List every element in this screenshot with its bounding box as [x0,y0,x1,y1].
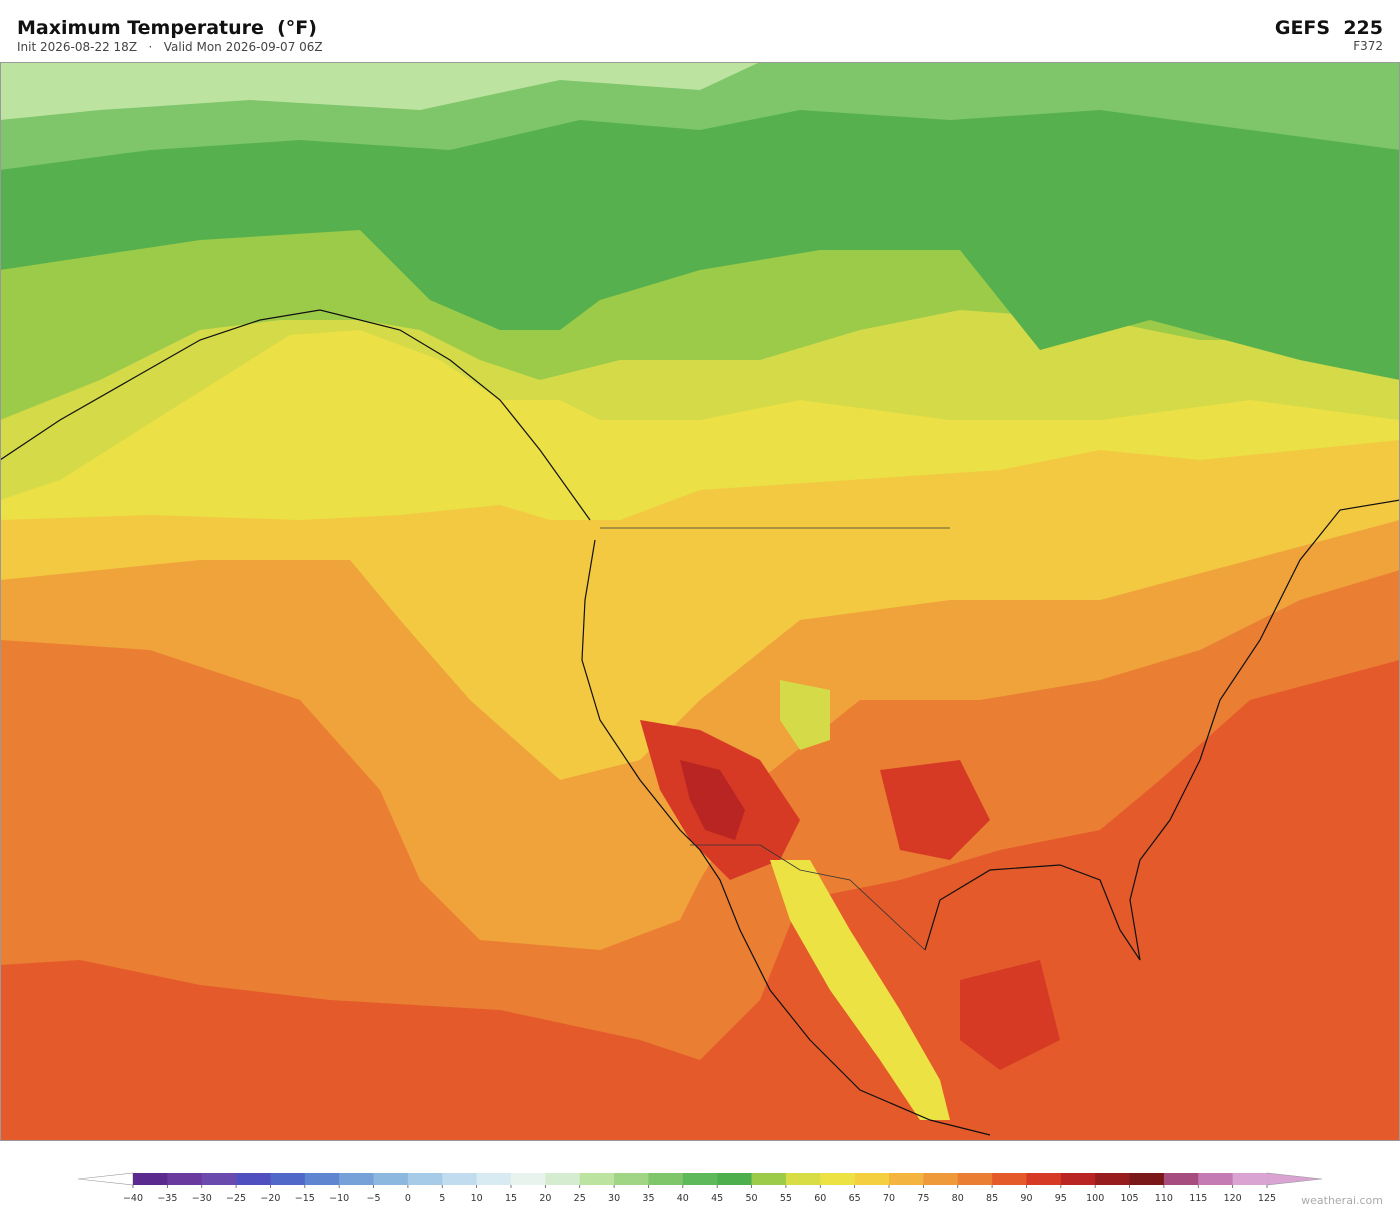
map-title: Maximum Temperature (°F) [17,17,317,39]
model-label: GEFS 225 [1275,17,1383,39]
colorbar-swatch [820,1173,855,1185]
colorbar-tick-label: 65 [849,1193,861,1204]
coastline [0,309,591,521]
colorbar-swatch [923,1173,959,1185]
colorbar-tick-label: 0 [405,1193,411,1204]
colorbar-tick-label: 100 [1086,1193,1104,1204]
colorbar-tick-label: 15 [505,1193,517,1204]
coastline [581,539,991,1136]
colorbar-tick-label: 35 [642,1193,654,1204]
colorbar-swatch [1163,1173,1199,1185]
temp-field [680,760,745,840]
colorbar-swatch [648,1173,684,1185]
colorbar-tick-label: −10 [329,1193,349,1204]
colorbar-swatch [1198,1173,1233,1185]
colorbar-swatch [1095,1173,1130,1185]
colorbar-swatch [545,1173,581,1185]
coastline [924,499,1400,961]
colorbar-tick-label: 110 [1155,1193,1173,1204]
colorbar-tick-label: 55 [780,1193,792,1204]
colorbar-tick-label: 125 [1258,1193,1276,1204]
colorbar-tick-label: −25 [226,1193,246,1204]
colorbar-swatch [854,1173,890,1185]
colorbar-swatch [133,1173,168,1185]
colorbar-swatch [511,1173,546,1185]
colorbar-swatch [751,1173,787,1185]
colorbar-tick-label: −20 [260,1193,280,1204]
colorbar-swatch [785,1173,821,1185]
colorbar-tick-label: 45 [711,1193,723,1204]
colorbar-swatch [1232,1173,1268,1185]
colorbar-tick-label: 50 [745,1193,757,1204]
colorbar-tick-label: 10 [471,1193,483,1204]
colorbar-tick-label: 40 [677,1193,689,1204]
colorbar-swatch [682,1173,718,1185]
colorbar-tick-label: 105 [1120,1193,1138,1204]
colorbar-swatch [167,1173,203,1185]
colorbar-swatch [717,1173,752,1185]
colorbar-swatch [957,1173,993,1185]
map [0,62,1400,1141]
colorbar-swatch [1129,1173,1165,1185]
colorbar-tick-label: −15 [295,1193,315,1204]
colorbar-tick-label: 120 [1224,1193,1242,1204]
colorbar-swatch [236,1173,271,1185]
colorbar-tick-label: 80 [952,1193,964,1204]
colorbar: −40 −35 −30 −25 −20 −15 −10 −5 0 5 10 15 20 25 30 35 40 4… [77,1172,1323,1204]
colorbar-swatch [339,1173,374,1185]
colorbar-swatch [304,1173,340,1185]
colorbar-tick-label: −30 [192,1193,212,1204]
colorbar-swatch [889,1173,924,1185]
colorbar-tick-label: 30 [608,1193,620,1204]
colorbar-tick-label: 5 [439,1193,445,1204]
map-subtitle: Init 2026-08-22 18Z · Valid Mon 2026-09-… [17,40,323,54]
colorbar-tick-label: 60 [814,1193,826,1204]
colorbar-swatch [1060,1173,1096,1185]
temp-field [770,860,950,1120]
colorbar-swatch [270,1173,306,1185]
colorbar-swatch [407,1173,443,1185]
colorbar-tick-label: 25 [574,1193,586,1204]
temp-field [960,960,1060,1070]
colorbar-swatch [992,1173,1027,1185]
colorbar-tick-label: −40 [123,1193,143,1204]
forecast-hour: F372 [1353,39,1383,53]
colorbar-swatch [373,1173,409,1185]
colorbar-tick-label: −5 [367,1193,381,1204]
colorbar-swatch [201,1173,237,1185]
colorbar-tick-label: 85 [986,1193,998,1204]
colorbar-swatch [1026,1173,1062,1185]
colorbar-swatch [614,1173,649,1185]
colorbar-tick-label: 115 [1189,1193,1207,1204]
temp-field [0,62,760,120]
watermark: weatherai.com [1301,1194,1383,1207]
border [690,844,926,951]
colorbar-tick-label: −35 [157,1193,177,1204]
colorbar-swatch [476,1173,512,1185]
colorbar-tick-label: 75 [917,1193,929,1204]
colorbar-tick-label: 95 [1055,1193,1067,1204]
colorbar-swatch [442,1173,477,1185]
colorbar-tick-label: 70 [883,1193,895,1204]
temp-field [880,760,990,860]
colorbar-swatch [579,1173,615,1185]
colorbar-tick-label: 90 [1020,1193,1032,1204]
temp-field [780,680,830,750]
colorbar-tick-label: 20 [539,1193,551,1204]
